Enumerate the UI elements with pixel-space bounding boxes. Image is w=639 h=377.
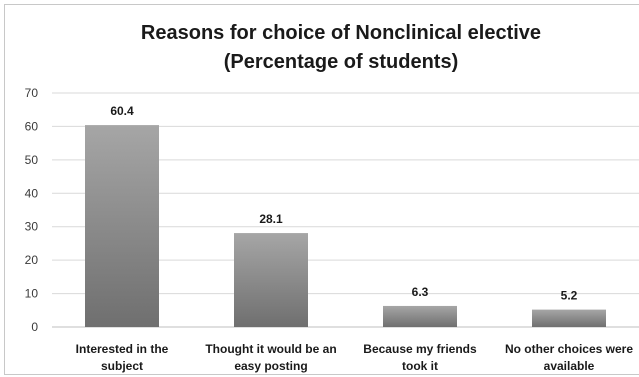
y-tick-label: 20: [25, 253, 39, 267]
y-axis-ticks: 0 10 20 30 40 50 60 70: [25, 86, 39, 334]
x-axis-categories: Interested in the subject Thought it would…: [76, 342, 634, 373]
data-labels: 60.4 28.1 6.3 5.2: [110, 104, 577, 303]
data-label: 5.2: [561, 289, 578, 303]
y-tick-label: 30: [25, 220, 39, 234]
category-label: Thought it would be an: [205, 342, 336, 356]
data-label: 28.1: [259, 212, 283, 226]
chart-title: Reasons for choice of Nonclinical electi…: [141, 22, 541, 44]
y-tick-label: 40: [25, 186, 39, 200]
data-label: 60.4: [110, 104, 134, 118]
bar: [234, 233, 308, 327]
bar: [85, 125, 159, 327]
y-tick-label: 60: [25, 119, 39, 133]
category-label: Because my friends: [363, 342, 477, 356]
y-tick-label: 0: [31, 320, 38, 334]
category-label: subject: [101, 359, 143, 373]
category-label: Interested in the: [76, 342, 169, 356]
chart-subtitle: (Percentage of students): [224, 51, 458, 73]
y-tick-label: 10: [25, 287, 39, 301]
y-tick-label: 70: [25, 86, 39, 100]
data-label: 6.3: [412, 285, 429, 299]
bar: [383, 305, 457, 327]
bars: [85, 125, 606, 327]
category-label: took it: [402, 359, 438, 373]
category-label: No other choices were: [505, 342, 633, 356]
category-label: easy posting: [234, 359, 307, 373]
category-label: available: [544, 359, 595, 373]
bar: [532, 309, 606, 327]
y-tick-label: 50: [25, 153, 39, 167]
